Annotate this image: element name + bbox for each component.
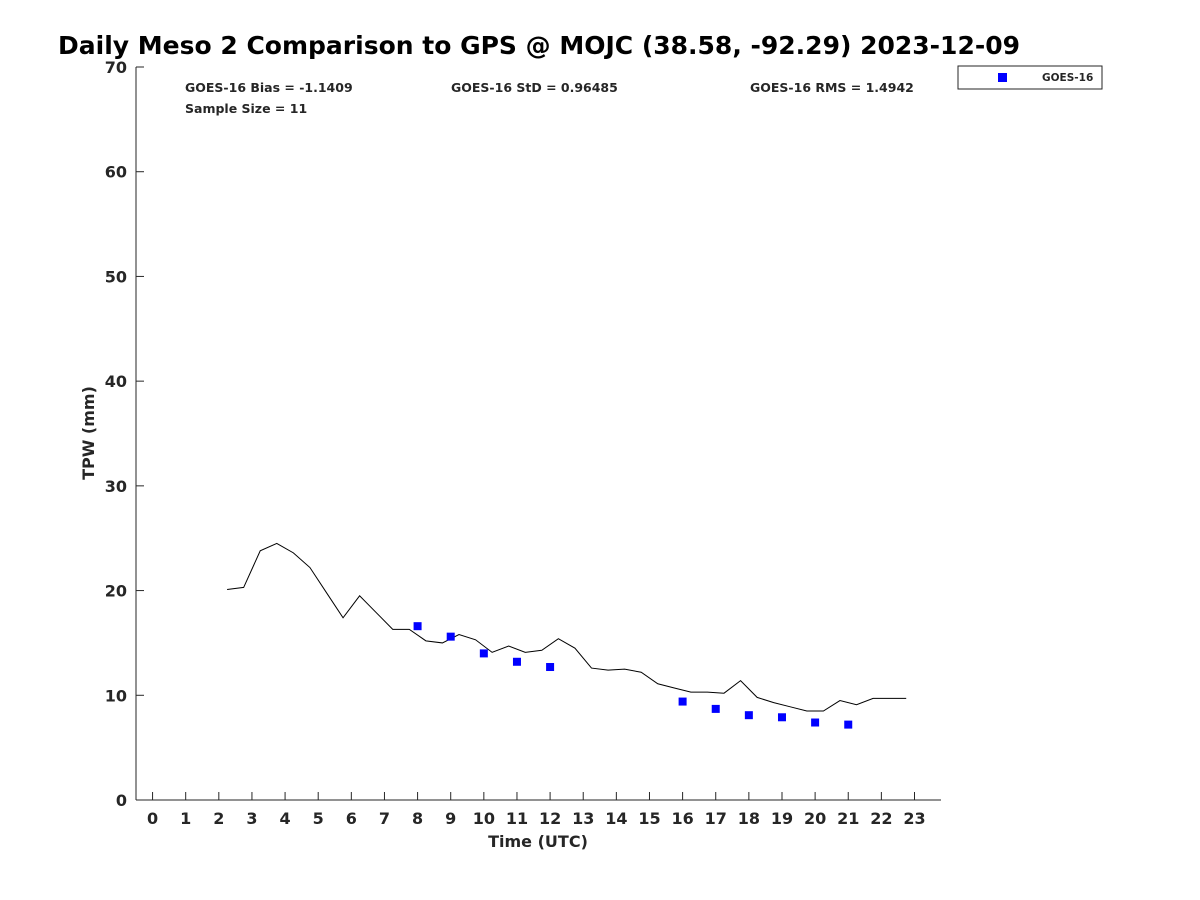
goes-16-point (811, 718, 820, 727)
x-tick-label: 18 (738, 809, 760, 828)
goes-16-point (777, 713, 786, 722)
goes-16-point (512, 657, 521, 666)
x-tick-label: 7 (379, 809, 390, 828)
bias-stat: GOES-16 Bias = -1.1409 (185, 80, 353, 95)
goes-16-point (744, 711, 753, 720)
x-tick-label: 5 (313, 809, 324, 828)
goes-16-point (413, 622, 422, 631)
x-tick-label: 20 (804, 809, 826, 828)
y-tick-label: 50 (105, 267, 127, 286)
gps-series-line (227, 542, 907, 712)
sample-size-stat: Sample Size = 11 (185, 101, 307, 116)
goes-16-point (479, 649, 488, 658)
std-stat: GOES-16 StD = 0.96485 (451, 80, 618, 95)
x-tick-label: 19 (771, 809, 793, 828)
x-axis-ticks: 0 1 2 3 4 5 6 7 8 9 10 11 12 13 14 15 16 17 18 19 20 21 22 23 (147, 792, 926, 828)
x-tick-label: 4 (280, 809, 291, 828)
legend-box (957, 65, 1103, 90)
x-tick-label: 11 (506, 809, 528, 828)
rms-stat: GOES-16 RMS = 1.4942 (750, 80, 914, 95)
x-tick-label: 16 (671, 809, 693, 828)
y-tick-label: 60 (105, 163, 127, 182)
x-tick-label: 12 (539, 809, 561, 828)
x-tick-label: 0 (147, 809, 158, 828)
x-tick-label: 23 (903, 809, 925, 828)
y-axis-label: TPW (mm) (79, 386, 98, 480)
chart-title: Daily Meso 2 Comparison to GPS @ MOJC (3… (58, 31, 1020, 60)
goes-16-point (446, 632, 455, 641)
x-tick-label: 2 (213, 809, 224, 828)
x-tick-label: 3 (246, 809, 257, 828)
goes-16-point (844, 720, 853, 729)
x-tick-label: 9 (445, 809, 456, 828)
y-axis-ticks: 0 10 20 30 40 50 60 70 (105, 58, 144, 810)
x-tick-label: 14 (605, 809, 627, 828)
x-tick-label: 13 (572, 809, 594, 828)
y-tick-label: 0 (116, 791, 127, 810)
x-tick-label: 8 (412, 809, 423, 828)
y-tick-label: 40 (105, 372, 127, 391)
legend-label-goes-16: GOES-16 (1042, 72, 1093, 84)
y-tick-label: 70 (105, 58, 127, 77)
x-tick-label: 1 (180, 809, 191, 828)
legend-marker-goes-16 (998, 73, 1007, 82)
x-tick-label: 10 (473, 809, 495, 828)
x-tick-label: 15 (638, 809, 660, 828)
goes-16-point (711, 704, 720, 713)
y-tick-label: 20 (105, 582, 127, 601)
legend: GOES-16 (957, 65, 1103, 90)
y-tick-label: 10 (105, 686, 127, 705)
plot-area (136, 67, 941, 800)
y-tick-label: 30 (105, 477, 127, 496)
x-axis-label: Time (UTC) (488, 832, 588, 851)
goes-16-markers (413, 622, 853, 729)
x-tick-label: 6 (346, 809, 357, 828)
x-tick-label: 17 (705, 809, 727, 828)
goes-16-point (546, 663, 555, 672)
goes-16-point (678, 697, 687, 706)
x-tick-label: 22 (870, 809, 892, 828)
x-tick-label: 21 (837, 809, 859, 828)
